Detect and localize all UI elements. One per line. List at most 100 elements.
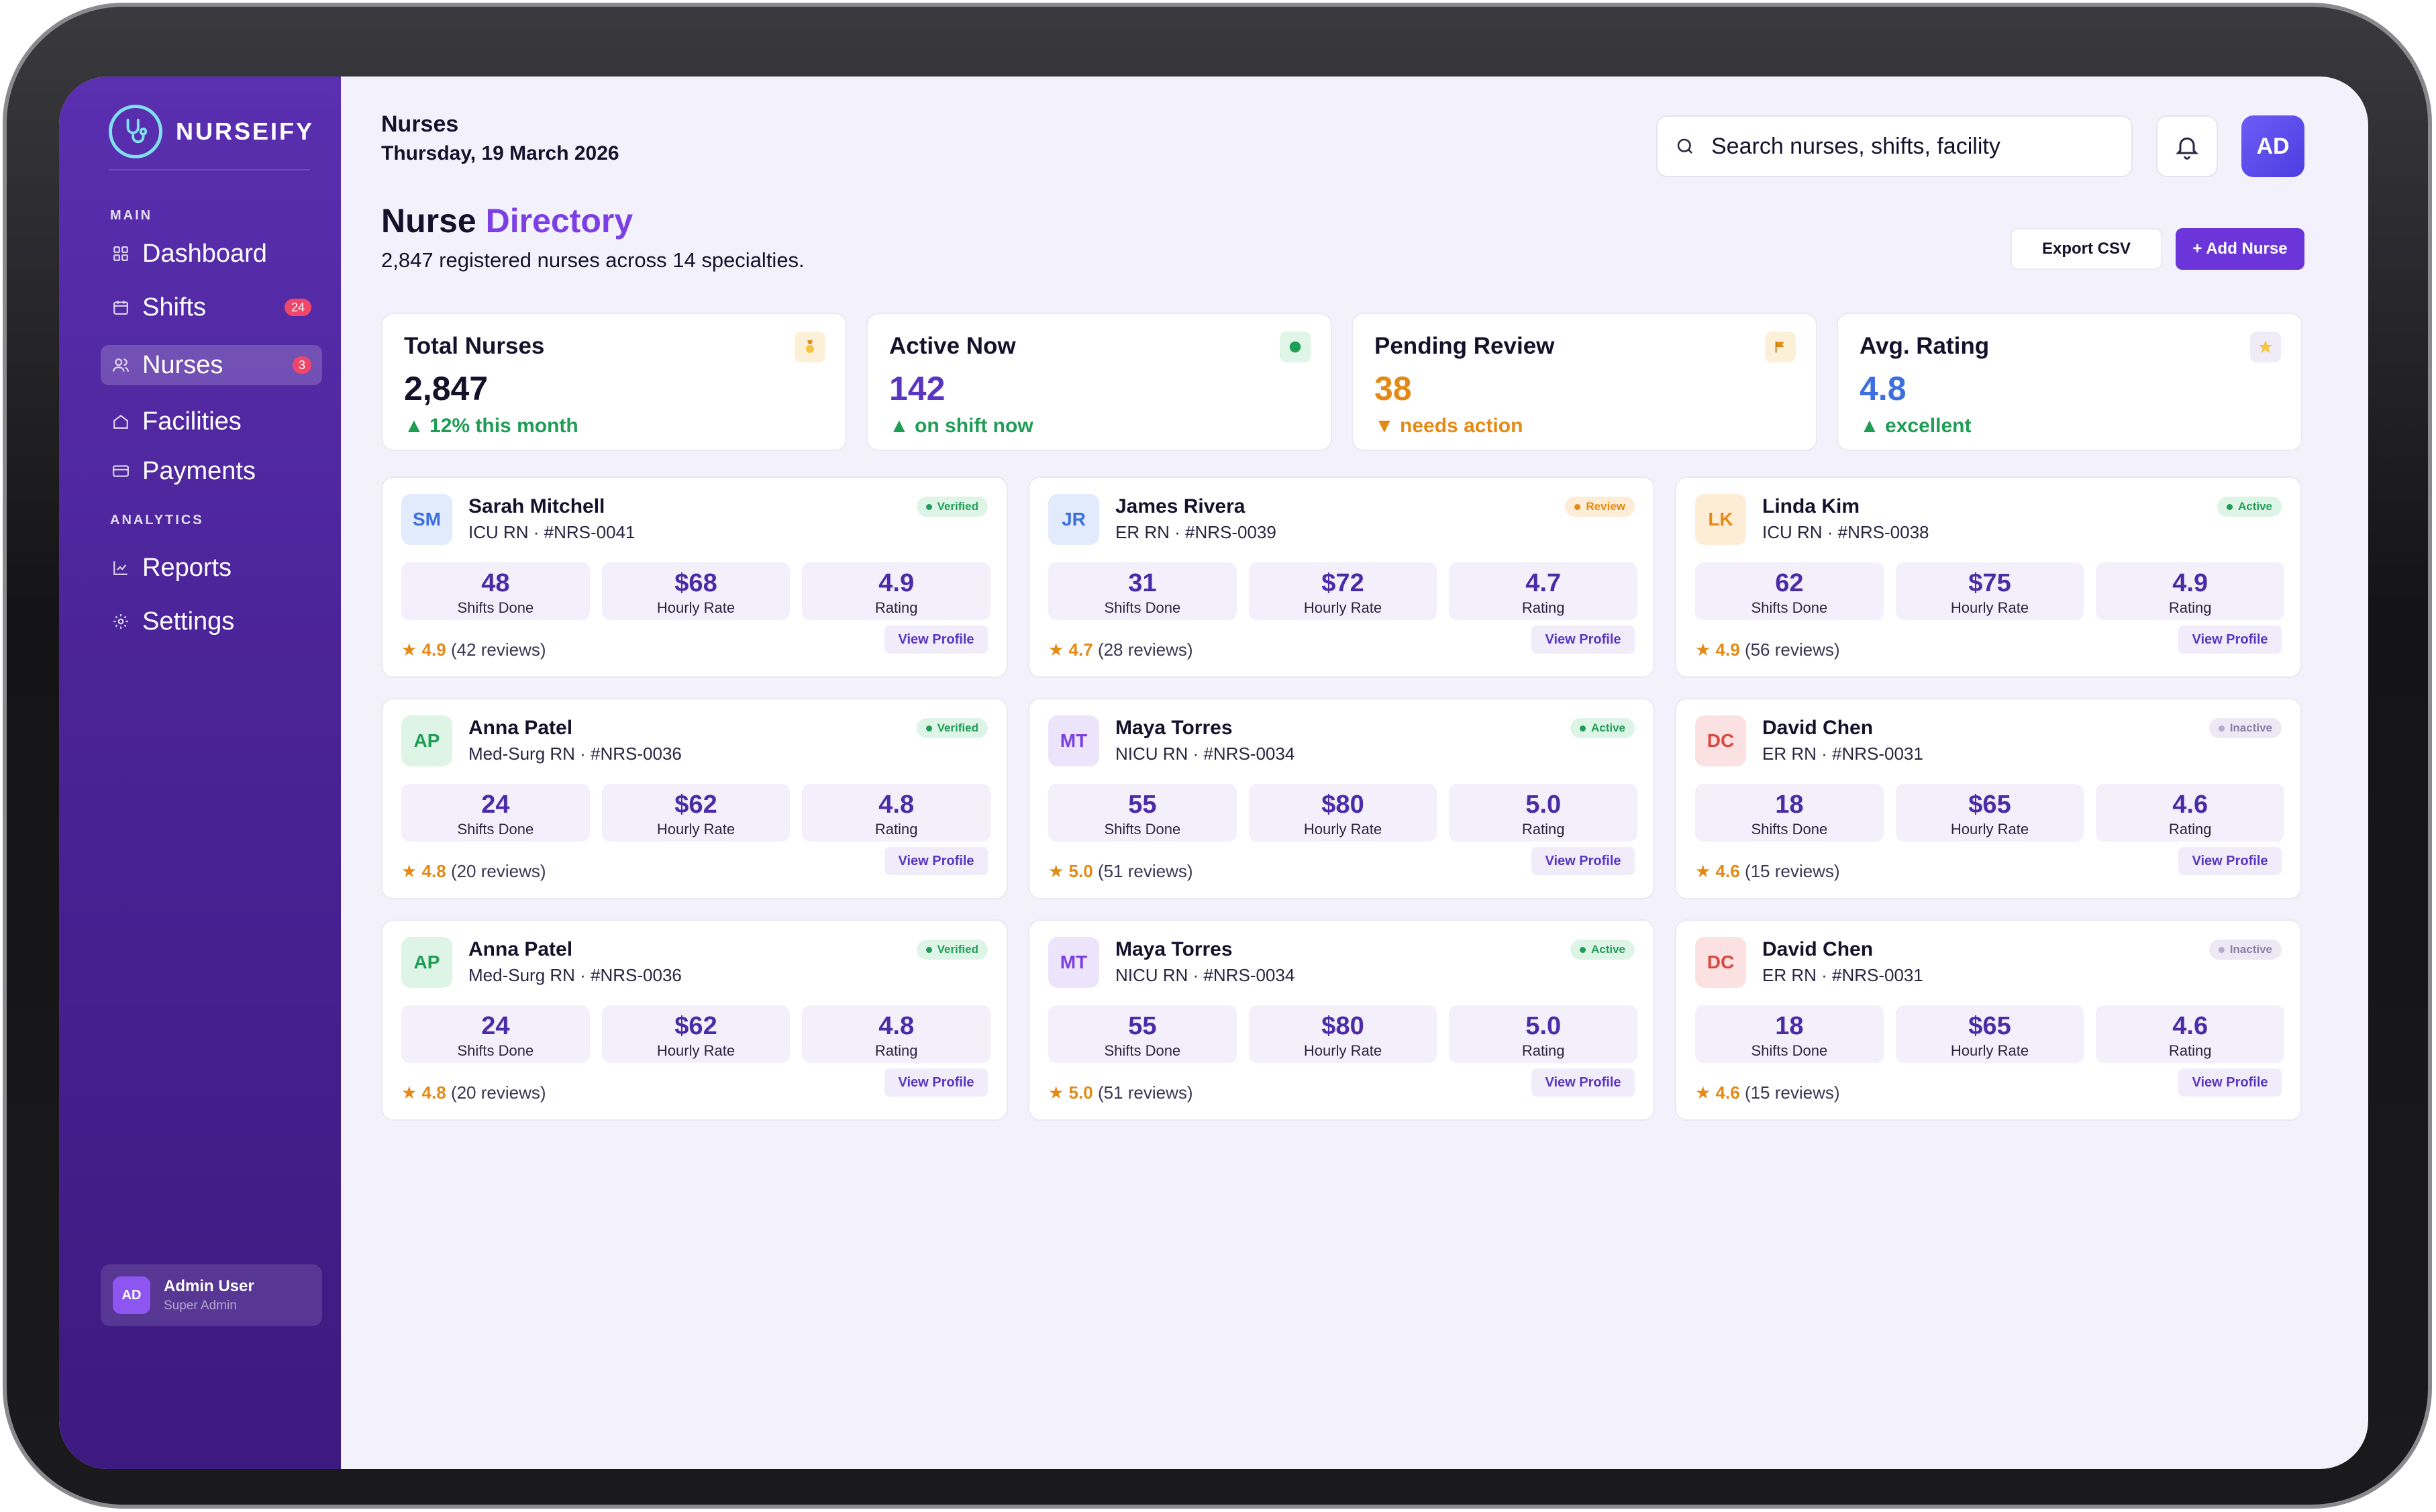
sidebar-item-label: Facilities [142,407,242,436]
stat-label: Hourly Rate [1950,1042,2029,1059]
stat-label: Shifts Done [1104,1042,1181,1059]
view-profile-button[interactable]: View Profile [1531,1068,1635,1097]
card-icon [111,462,130,481]
sidebar-item-reports[interactable]: Reports [101,548,322,588]
stat-label: Hourly Rate [1303,1042,1382,1059]
rating-value: 4.9 [1715,640,1740,660]
nurse-stats: 48 Shifts Done $68 Hourly Rate 4.9 Rating [401,562,991,620]
rating-value: 4.6 [1715,861,1740,881]
notifications-button[interactable] [2156,115,2218,177]
status-label: Active [2237,500,2272,513]
title-accent: Directory [485,202,633,240]
search-bar[interactable] [1656,115,2133,177]
stat-shifts-done: 31 Shifts Done [1048,562,1237,620]
sidebar-item-shifts[interactable]: Shifts 24 [101,287,322,327]
stat-value: 142 [889,370,946,407]
sidebar-item-nurses[interactable]: Nurses 3 [101,345,322,385]
nurse-stats: 55 Shifts Done $80 Hourly Rate 5.0 Rating [1048,1005,1638,1063]
admin-name: Admin User [164,1277,254,1295]
add-nurse-button[interactable]: + Add Nurse [2176,228,2304,270]
search-input[interactable] [1711,133,2114,160]
review-count: (20 reviews) [450,1082,546,1103]
sidebar-item-dashboard[interactable]: Dashboard [101,234,322,274]
stat-label: Total Nurses [404,333,545,359]
stat-hourly-rate: $68 Hourly Rate [601,562,791,620]
rating-summary: ★ 5.0 (51 reviews) [1048,1082,1193,1103]
nurse-card[interactable]: SM Sarah Mitchell ICU RN · #NRS-0041 Verifi… [381,476,1008,678]
export-csv-button[interactable]: Export CSV [2011,228,2162,270]
stat-note: ▼ needs action [1374,415,1523,437]
nurse-card[interactable]: LK Linda Kim ICU RN · #NRS-0038 Active 62 Shi… [1675,476,2302,678]
stat-label: Hourly Rate [1950,599,2029,616]
nurse-card[interactable]: AP Anna Patel Med-Surg RN · #NRS-0036 Verif… [381,698,1008,899]
page-subtitle: 2,847 registered nurses across 14 specia… [381,248,805,272]
gear-icon [111,612,130,631]
admin-profile-card[interactable]: AD Admin User Super Admin [101,1264,322,1326]
stat-shifts-done: 24 Shifts Done [401,1005,590,1063]
status-dot-icon [2218,946,2225,953]
stat-value: 55 [1128,1012,1157,1040]
nurse-card[interactable]: JR James Rivera ER RN · #NRS-0039 Review 31 S… [1028,476,1655,678]
status-label: Inactive [2229,721,2272,734]
review-count: (51 reviews) [1097,1082,1193,1103]
nurse-role-id: ICU RN · #NRS-0041 [468,522,636,542]
rating-summary: ★ 5.0 (51 reviews) [1048,861,1193,882]
stat-label: Rating [874,821,918,838]
nurse-card[interactable]: AP Anna Patel Med-Surg RN · #NRS-0036 Verif… [381,919,1008,1121]
stat-label: Hourly Rate [656,821,735,838]
star-icon: ★ [1048,861,1064,881]
stat-hourly-rate: $80 Hourly Rate [1248,784,1437,842]
rating-value: 4.6 [1715,1082,1740,1103]
stat-value: 4.8 [1860,370,1907,407]
view-profile-button[interactable]: View Profile [2178,1068,2282,1097]
view-profile-button[interactable]: View Profile [884,625,988,654]
user-avatar[interactable]: AD [2241,115,2304,177]
view-profile-button[interactable]: View Profile [2178,847,2282,875]
view-profile-button[interactable]: View Profile [1531,625,1635,654]
avatar: JR [1048,494,1099,545]
brand-logo[interactable]: NURSEIFY [109,105,314,158]
view-profile-button[interactable]: View Profile [884,1068,988,1097]
view-profile-button[interactable]: View Profile [2178,625,2282,654]
tablet-frame: NURSEIFY MAIN Dashboard Shifts 24 [3,3,2432,1509]
stat-label: Pending Review [1374,333,1555,359]
nurse-card[interactable]: DC David Chen ER RN · #NRS-0031 Inactive 18 S… [1675,698,2302,899]
stat-label: Shifts Done [457,821,534,838]
rating-value: 5.0 [1068,1082,1093,1103]
avatar: AP [401,715,452,766]
admin-role: Super Admin [164,1299,237,1313]
star-icon: ★ [1695,861,1711,881]
stat-shifts-done: 62 Shifts Done [1695,562,1884,620]
rating-value: 4.8 [421,861,446,881]
page-title: Nurse Directory [381,201,633,240]
sidebar-item-settings[interactable]: Settings [101,601,322,642]
stat-value: 4.7 [1525,569,1562,597]
stat-value: 4.9 [878,569,915,597]
sidebar-item-label: Reports [142,553,232,582]
stat-value: $62 [674,1012,717,1040]
avatar: AD [113,1276,150,1314]
stat-hourly-rate: $62 Hourly Rate [601,784,791,842]
rating-value: 4.9 [421,640,446,660]
sidebar-item-facilities[interactable]: Facilities [101,401,322,442]
stat-label: Hourly Rate [1303,599,1382,616]
star-icon: ★ [1695,640,1711,660]
stat-value: 62 [1775,569,1804,597]
stat-value: 4.6 [2172,1012,2209,1040]
status-badge: Inactive [2209,940,2282,960]
users-icon [111,356,130,374]
stat-label: Shifts Done [1751,599,1828,616]
nurse-card[interactable]: MT Maya Torres NICU RN · #NRS-0034 Active 55… [1028,919,1655,1121]
stat-value: $65 [1968,791,2011,819]
avatar: AP [401,937,452,988]
nurse-name: Maya Torres [1115,717,1233,739]
nurse-name: Linda Kim [1762,495,1860,517]
avatar: DC [1695,937,1746,988]
stat-rating: 4.6 Rating [2096,1005,2285,1063]
view-profile-button[interactable]: View Profile [1531,847,1635,875]
view-profile-button[interactable]: View Profile [884,847,988,875]
nurse-card[interactable]: MT Maya Torres NICU RN · #NRS-0034 Active 55… [1028,698,1655,899]
stat-card-total-nurses: Total Nurses 2,847 ▲ 12% this month [381,313,847,451]
sidebar-item-payments[interactable]: Payments [101,451,322,491]
nurse-card[interactable]: DC David Chen ER RN · #NRS-0031 Inactive 18 S… [1675,919,2302,1121]
